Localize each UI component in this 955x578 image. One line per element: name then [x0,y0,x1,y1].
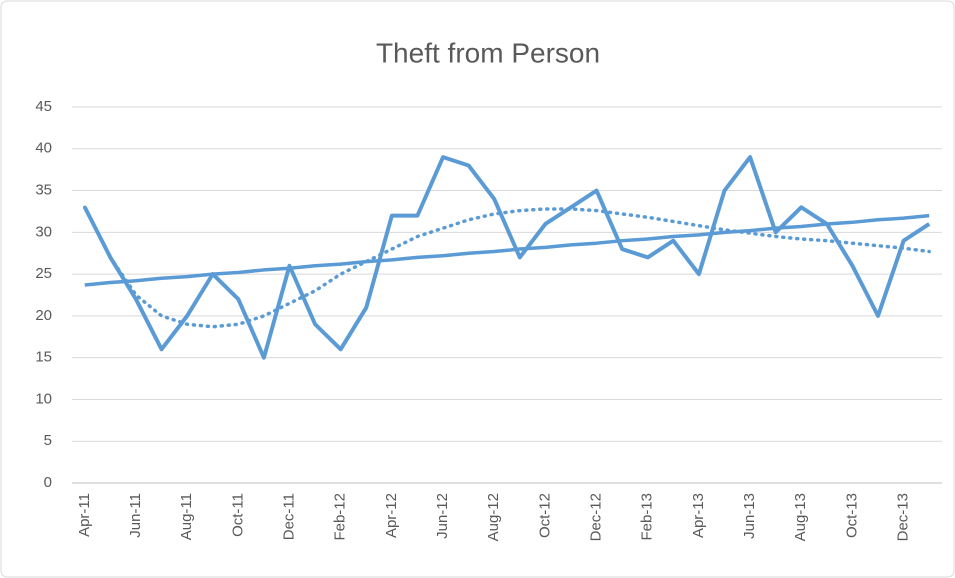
y-tick-label: 0 [44,474,52,491]
x-tick-label: Jun-13 [741,493,758,539]
x-tick-label: Apr-11 [76,493,93,537]
x-tick-label: Jun-12 [434,493,451,539]
x-tick-label: Apr-13 [690,493,707,538]
x-tick-label: Apr-12 [383,493,400,538]
y-tick-label: 45 [35,98,52,115]
x-tick-label: Oct-11 [229,493,246,537]
y-tick-label: 40 [35,140,52,157]
x-tick-label: Dec-13 [895,493,912,541]
y-tick-label: 10 [35,390,52,407]
x-tick-label: Aug-12 [485,493,502,541]
x-tick-label: Oct-13 [843,493,860,538]
x-tick-label: Feb-12 [332,493,349,541]
x-tick-label: Aug-13 [792,493,809,541]
x-tick-label: Feb-13 [639,493,656,541]
x-tick-label: Jun-11 [127,493,144,538]
y-tick-label: 30 [35,223,52,240]
y-tick-label: 25 [35,265,52,282]
x-tick-label: Dec-12 [588,493,605,541]
x-tick-label: Aug-11 [178,493,195,540]
series-line [83,155,931,360]
y-tick-label: 5 [44,432,52,449]
y-tick-label: 35 [35,182,52,199]
y-tick-label: 15 [35,349,52,366]
x-tick-label: Dec-11 [280,493,297,540]
series-line [83,205,931,329]
x-tick-label: Oct-12 [536,493,553,538]
series-line [84,213,930,287]
chart-title: Theft from Person [376,37,600,68]
y-tick-label: 20 [35,307,52,324]
